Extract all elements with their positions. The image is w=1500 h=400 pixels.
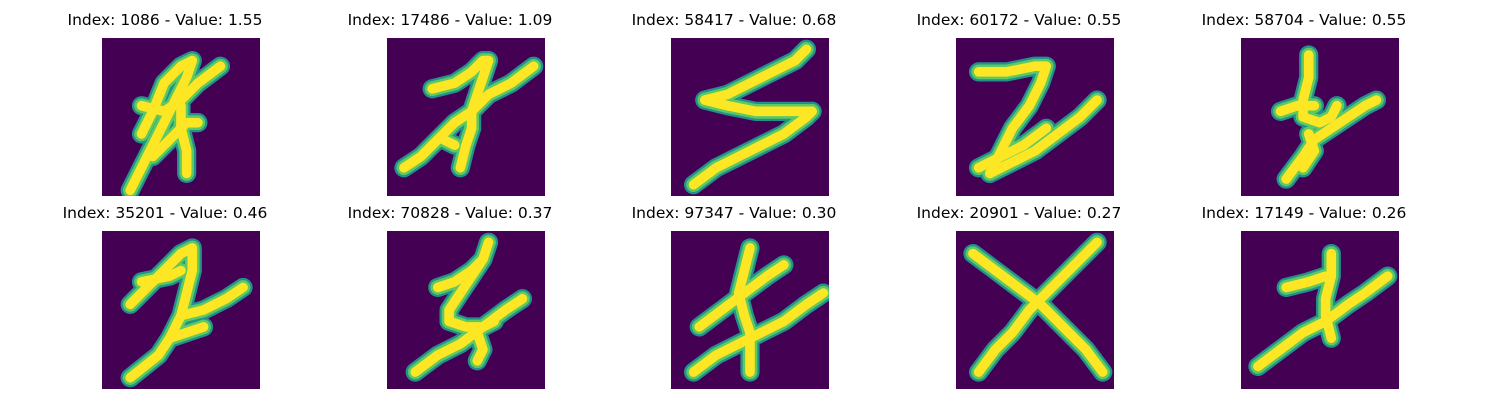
- panel-title: Index: 70828 - Value: 0.37: [347, 204, 553, 222]
- image-panel: Index: 35201 - Value: 0.46: [63, 203, 276, 393]
- digit-image-svg: [671, 38, 829, 196]
- digit-image-svg: [102, 231, 260, 389]
- panel-title: Index: 60172 - Value: 0.55: [916, 11, 1122, 29]
- stroke-core: [688, 106, 817, 190]
- stroke-core: [164, 322, 209, 344]
- image-panel: Index: 17149 - Value: 0.26: [1202, 203, 1415, 393]
- image-panel: Index: 58704 - Value: 0.55: [1202, 10, 1415, 200]
- panel-title: Index: 20901 - Value: 0.27: [916, 204, 1122, 222]
- stroke-core: [694, 260, 789, 332]
- digit-image: [1241, 38, 1399, 196]
- stroke-core: [973, 123, 1052, 173]
- stroke-core: [700, 44, 812, 105]
- digit-image: [102, 231, 260, 389]
- stroke-core: [1298, 50, 1342, 128]
- stroke-core: [1281, 271, 1331, 293]
- image-panel: Index: 17486 - Value: 1.09: [348, 10, 561, 200]
- digit-image-svg: [956, 231, 1114, 389]
- stroke-core: [136, 265, 186, 287]
- stroke-core: [136, 61, 226, 117]
- digit-image: [956, 38, 1114, 196]
- digit-image: [1241, 231, 1399, 389]
- panel-title: Index: 35201 - Value: 0.46: [62, 204, 268, 222]
- image-panel: Index: 97347 - Value: 0.30: [632, 203, 845, 393]
- stroke-core: [700, 95, 817, 117]
- stroke-core: [176, 282, 248, 321]
- digit-image: [671, 231, 829, 389]
- stroke-core: [1298, 129, 1320, 173]
- stroke-core: [985, 95, 1102, 179]
- image-panel: Index: 60172 - Value: 0.55: [917, 10, 1130, 200]
- digit-image-svg: [102, 38, 260, 196]
- digit-image: [102, 38, 260, 196]
- stroke-core: [399, 61, 539, 173]
- image-panel: Index: 70828 - Value: 0.37: [348, 203, 561, 393]
- stroke-core: [688, 288, 829, 377]
- panel-title: Index: 1086 - Value: 1.55: [67, 11, 263, 29]
- stroke-core: [176, 100, 192, 179]
- digit-image: [387, 38, 545, 196]
- digit-image-svg: [1241, 231, 1399, 389]
- stroke-core: [438, 134, 460, 151]
- panel-title: Index: 58417 - Value: 0.68: [631, 11, 837, 29]
- stroke-core: [973, 61, 1052, 179]
- stroke-core: [125, 55, 198, 196]
- image-panel: Index: 1086 - Value: 1.55: [68, 10, 276, 200]
- image-panel: Index: 20901 - Value: 0.27: [917, 203, 1130, 393]
- stroke-core: [432, 237, 494, 327]
- panel-title: Index: 17486 - Value: 1.09: [347, 11, 553, 29]
- digit-image-svg: [956, 38, 1114, 196]
- digit-image: [956, 231, 1114, 389]
- panel-title: Index: 58704 - Value: 0.55: [1201, 11, 1407, 29]
- stroke-core: [427, 55, 494, 134]
- stroke-core: [1320, 248, 1337, 344]
- panel-title: Index: 97347 - Value: 0.30: [631, 204, 837, 222]
- stroke-core: [472, 327, 488, 366]
- stroke-core: [455, 123, 477, 173]
- digit-image: [387, 231, 545, 389]
- panel-title: Index: 17149 - Value: 0.26: [1201, 204, 1407, 222]
- image-panel: Index: 58417 - Value: 0.68: [632, 10, 845, 200]
- stroke-core: [1275, 100, 1320, 117]
- stroke-core: [410, 293, 528, 377]
- digit-image: [671, 38, 829, 196]
- digit-image-svg: [671, 231, 829, 389]
- digit-image-svg: [1241, 38, 1399, 196]
- stroke-core: [733, 243, 755, 377]
- digit-image-svg: [387, 231, 545, 389]
- stroke-core: [973, 237, 1102, 377]
- digit-image-svg: [387, 38, 545, 196]
- stroke-core: [1281, 95, 1382, 184]
